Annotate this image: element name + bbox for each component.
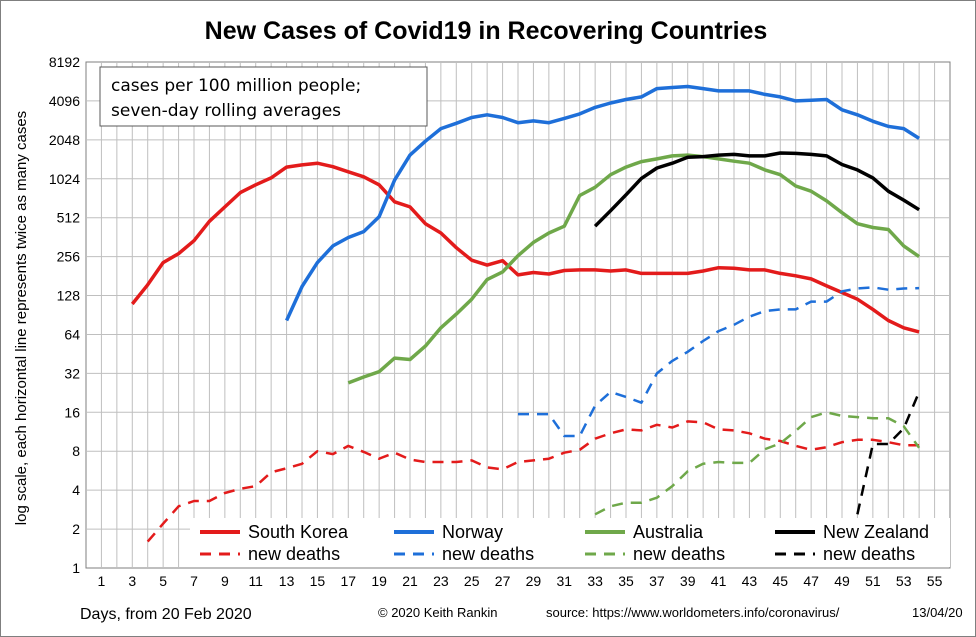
y-tick-label: 4 <box>72 482 80 498</box>
footer-days: Days, from 20 Feb 2020 <box>80 606 252 623</box>
legend-label-australia-deaths: new deaths <box>633 544 725 564</box>
footer-source: source: https://www.worldometers.info/co… <box>546 605 840 620</box>
x-tick-label: 23 <box>433 573 449 589</box>
x-tick-label: 21 <box>402 573 418 589</box>
series-line-norway-cases <box>285 84 921 322</box>
y-tick-label: 8192 <box>49 54 80 70</box>
legend-background <box>190 518 950 567</box>
legend-label-south_korea: South Korea <box>248 522 349 542</box>
series-line-australia-deaths <box>594 411 921 516</box>
x-tick-label: 31 <box>556 573 572 589</box>
y-tick-label: 1024 <box>49 171 80 187</box>
x-tick-label: 55 <box>927 573 943 589</box>
y-axis-label: log scale, each horizontal line represen… <box>13 111 30 525</box>
x-tick-label: 3 <box>128 573 136 589</box>
series-lines <box>130 84 921 543</box>
y-tick-label: 4096 <box>49 93 80 109</box>
note-box: cases per 100 million people; seven-day … <box>99 66 428 127</box>
x-tick-label: 41 <box>711 573 727 589</box>
x-tick-label: 11 <box>248 573 263 589</box>
x-tick-label: 37 <box>649 573 665 589</box>
series-line-south_korea-deaths <box>146 420 920 543</box>
footer-copyright: © 2020 Keith Rankin <box>378 605 497 620</box>
x-tick-label: 35 <box>618 573 634 589</box>
y-tick-label: 2 <box>72 521 80 537</box>
note-line-1: cases per 100 million people; <box>111 76 361 96</box>
x-tick-label: 39 <box>680 573 696 589</box>
grid-lines <box>85 61 951 569</box>
legend-label-new_zealand: New Zealand <box>823 522 929 542</box>
x-tick-label: 9 <box>221 573 229 589</box>
x-tick-label: 7 <box>190 573 198 589</box>
legend-label-norway: Norway <box>442 522 503 542</box>
y-tick-label: 16 <box>64 404 80 420</box>
y-tick-label: 8 <box>72 443 80 459</box>
note-line-2: seven-day rolling averages <box>111 101 341 121</box>
series-line-new_zealand-cases <box>593 151 921 228</box>
note-box-border <box>99 66 428 127</box>
y-tick-labels: 1 2 4 8 16 32 64 128 256 512 1024 2048 4096 8192 <box>49 54 80 576</box>
series-line-australia-cases <box>347 153 921 385</box>
y-tick-label: 1 <box>72 560 80 576</box>
x-tick-label: 45 <box>772 573 788 589</box>
footer-date: 13/04/20 <box>912 605 963 620</box>
x-tick-label: 25 <box>464 573 480 589</box>
x-tick-label: 47 <box>803 573 819 589</box>
x-tick-labels: 1 3 5 7 9 11 13 15 17 19 21 23 25 27 29 31 33 35 37 39 41 43 4… <box>98 573 943 589</box>
x-tick-label: 15 <box>310 573 326 589</box>
x-tick-label: 5 <box>159 573 167 589</box>
y-tick-label: 64 <box>64 326 80 342</box>
series-line-south_korea-cases <box>130 161 920 334</box>
x-tick-label: 13 <box>279 573 295 589</box>
legend-label-new_zealand-deaths: new deaths <box>823 544 915 564</box>
legend-label-south_korea-deaths: new deaths <box>248 544 340 564</box>
x-tick-label: 19 <box>371 573 387 589</box>
series-line-norway-deaths <box>518 286 920 438</box>
y-tick-label: 2048 <box>49 132 80 148</box>
y-tick-label: 32 <box>64 365 80 381</box>
chart-title: New Cases of Covid19 in Recovering Count… <box>205 17 768 45</box>
x-tick-label: 1 <box>98 573 106 589</box>
legend-label-norway-deaths: new deaths <box>442 544 534 564</box>
x-tick-label: 53 <box>896 573 912 589</box>
x-tick-label: 43 <box>742 573 758 589</box>
y-tick-label: 256 <box>57 249 81 265</box>
x-tick-label: 51 <box>865 573 881 589</box>
x-tick-label: 17 <box>340 573 356 589</box>
x-tick-label: 29 <box>526 573 542 589</box>
x-tick-label: 33 <box>587 573 603 589</box>
legend-label-australia: Australia <box>633 522 704 542</box>
x-tick-label: 27 <box>495 573 511 589</box>
series-line-new_zealand-deaths <box>856 391 921 515</box>
y-tick-label: 512 <box>57 210 81 226</box>
y-tick-label: 128 <box>57 288 81 304</box>
x-tick-label: 49 <box>834 573 850 589</box>
